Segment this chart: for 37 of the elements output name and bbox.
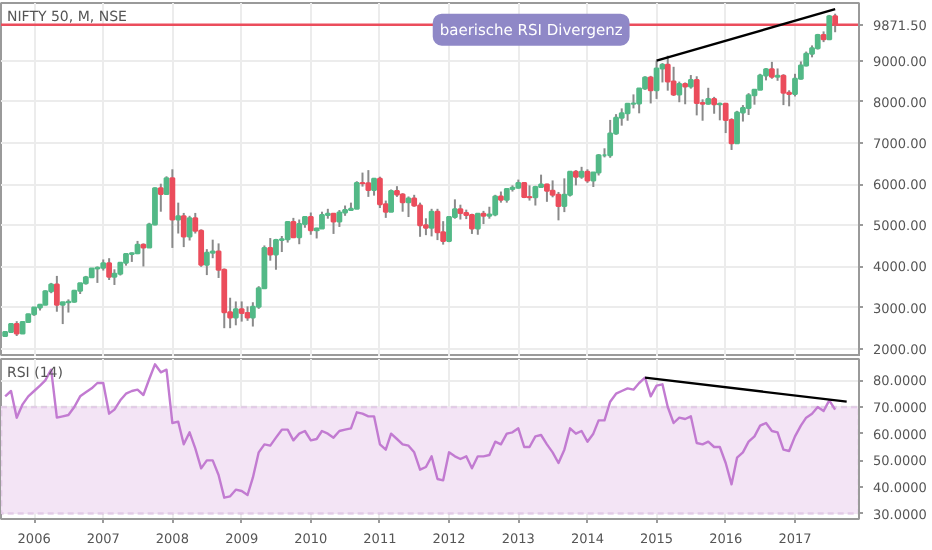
candlestick: [307, 211, 314, 236]
candlestick: [792, 72, 798, 98]
candlestick: [682, 81, 689, 106]
candlestick: [106, 257, 113, 282]
candlestick: [140, 242, 147, 268]
candlestick: [607, 118, 614, 159]
candlestick: [59, 301, 66, 326]
candlestick: [745, 92, 752, 116]
candlestick: [428, 207, 435, 238]
candlestick: [330, 212, 337, 235]
candlestick: [664, 54, 671, 92]
candlestick: [273, 237, 279, 271]
candlestick: [734, 109, 740, 145]
candlestick: [284, 220, 291, 244]
candlestick: [203, 248, 210, 277]
candlestick: [296, 218, 303, 246]
candlestick: [175, 201, 182, 235]
candlestick: [561, 177, 568, 214]
candlestick: [169, 168, 176, 249]
candlestick: [353, 180, 360, 210]
candlestick: [399, 192, 406, 213]
candlestick: [780, 73, 787, 107]
candlestick: [157, 182, 164, 213]
candlestick: [267, 237, 274, 262]
candlestick: [417, 201, 423, 238]
candlestick: [238, 300, 245, 323]
candlestick: [365, 169, 372, 198]
candlestick: [180, 211, 187, 249]
candlestick: [526, 184, 533, 202]
candlestick: [647, 74, 654, 105]
candlestick: [474, 212, 481, 236]
candlestick: [693, 75, 700, 117]
candlestick: [388, 188, 394, 214]
candlestick: [53, 274, 60, 313]
line-series: [3, 363, 837, 499]
candlestick: [232, 300, 239, 327]
candlestick: [595, 153, 602, 177]
